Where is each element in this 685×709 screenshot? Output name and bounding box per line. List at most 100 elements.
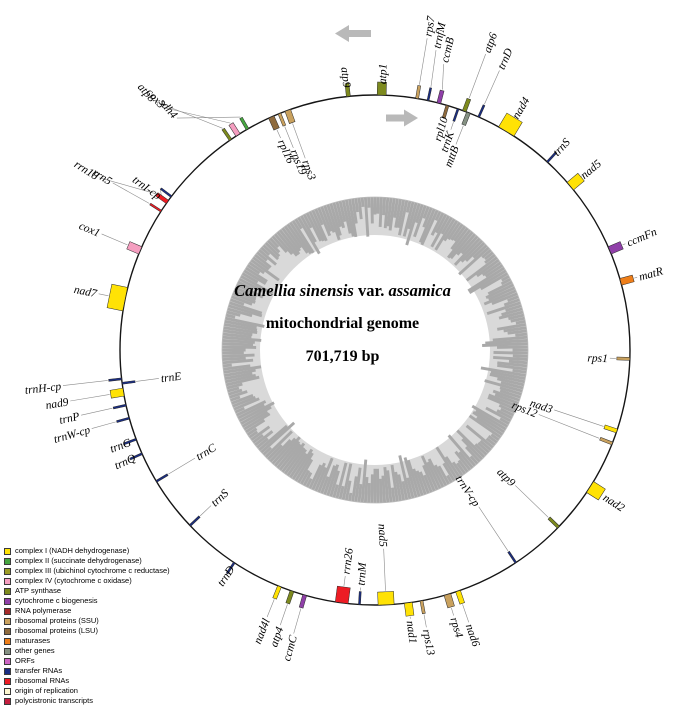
gene-block-nad1 <box>404 602 415 617</box>
gene-block-cox3 <box>228 122 241 137</box>
gene-label-ccmFn: ccmFn <box>625 226 659 249</box>
gene-leader-atp8 <box>154 101 223 129</box>
legend-item-ori: origin of replication <box>4 686 170 696</box>
gene-label-nad6: nad6 <box>463 623 482 649</box>
gene-label-rps1: rps1 <box>587 352 608 365</box>
gene-leader-rps7 <box>419 38 428 85</box>
gene-leader-nad3 <box>554 409 604 427</box>
gene-leader-rpl16 <box>276 129 281 139</box>
legend-label-ccm: cytochrome c biogenesis <box>15 596 98 605</box>
gene-block-trnfM <box>426 87 432 102</box>
legend-item-ssu: ribosomal proteins (SSU) <box>4 616 170 626</box>
genome-title-block: Camellia sinensis var. assamica mitochon… <box>0 281 685 366</box>
genome-type-label: mitochondrial genome <box>265 315 420 332</box>
gene-block-trnC <box>155 473 169 483</box>
gene-leader-atp4 <box>279 604 288 626</box>
gene-leader-trnD <box>484 70 500 105</box>
gene-leader-nad9 <box>70 394 110 402</box>
organism-name: Camellia sinensis var. assamica <box>0 281 685 301</box>
gene-block-trnW-cp <box>116 416 130 423</box>
gene-block-rps3 <box>284 109 296 124</box>
legend-swatch-cob <box>4 567 11 575</box>
gene-leader-trnfM <box>430 50 437 87</box>
legend-item-nad: complex I (NADH dehydrogenase) <box>4 546 170 556</box>
gene-label-atp4: atp4 <box>268 625 286 648</box>
gene-label-rrn26: rrn26 <box>341 547 356 575</box>
gene-label-nad2: nad2 <box>601 492 627 515</box>
legend: complex I (NADH dehydrogenase) complex II… <box>4 546 170 706</box>
gene-block-nad9 <box>109 387 125 399</box>
gene-block-rps7 <box>415 85 422 100</box>
legend-item-cox: complex IV (cytochrome c oxidase) <box>4 576 170 586</box>
variety-label: var. <box>353 281 389 300</box>
gene-block-trnK <box>452 108 460 122</box>
gene-label-trnS: trnS <box>209 487 231 509</box>
gene-block-nad5 <box>566 172 585 191</box>
gene-leader-cox1 <box>101 233 128 246</box>
gene-block-trnE <box>121 380 136 385</box>
legend-label-rpo: RNA polymerase <box>15 606 72 615</box>
species-name-part2: assamica <box>388 281 451 300</box>
gene-label-nad7: nad7 <box>73 284 99 301</box>
gene-label-trnE: trnE <box>160 371 182 386</box>
gene-label-atp9: atp9 <box>338 67 352 89</box>
gene-leader-trnC <box>168 457 196 475</box>
legend-item-rrna: ribosomal RNAs <box>4 676 170 686</box>
gene-leader-rrn18 <box>99 177 157 195</box>
legend-label-other: other genes <box>15 646 55 655</box>
gene-label-atp1: atp1 <box>377 64 390 85</box>
legend-label-lsu: ribosomal proteins (LSU) <box>15 626 98 635</box>
gene-leader-rps4 <box>451 607 454 616</box>
legend-item-poly: polycistronic transcripts <box>4 696 170 706</box>
gene-label-trnP: trnP <box>58 411 81 427</box>
gc-content-ring <box>221 196 529 504</box>
gene-label-nad4: nad4 <box>510 95 532 121</box>
gene-leader-ccmFn <box>622 243 626 246</box>
legend-item-lsu: ribosomal proteins (LSU) <box>4 626 170 636</box>
legend-swatch-orf <box>4 657 11 665</box>
gene-label-trnM: trnM <box>356 561 369 586</box>
legend-swatch-nad <box>4 547 11 555</box>
legend-item-other: other genes <box>4 646 170 656</box>
gene-block-cox1 <box>126 241 143 255</box>
gene-block-trnD <box>225 561 236 575</box>
gene-block-trnI-cp <box>160 187 173 198</box>
gene-block-rpl16 <box>268 115 280 131</box>
legend-label-cox: complex IV (cytochrome c oxidase) <box>15 576 132 585</box>
legend-swatch-rrna <box>4 677 11 685</box>
gene-label-trnV-cp: trnV-cp <box>453 474 482 510</box>
gene-block-trnG <box>123 438 137 446</box>
gene-block-rps1 <box>616 356 631 361</box>
legend-swatch-atp <box>4 587 11 595</box>
gene-leader-trnE <box>136 378 159 382</box>
gene-leader-trnS <box>199 505 212 517</box>
legend-swatch-other <box>4 647 11 655</box>
legend-swatch-poly <box>4 697 11 705</box>
gene-block-atp6 <box>462 97 472 113</box>
gene-leader-mttB <box>455 125 464 145</box>
gene-leader-trnH-cp <box>62 380 108 386</box>
gene-block-rps19 <box>277 112 287 127</box>
gene-label-trnfM: trnfM <box>432 20 449 49</box>
legend-item-ccm: cytochrome c biogenesis <box>4 596 170 606</box>
gene-block-atp8 <box>221 127 233 142</box>
legend-label-orf: ORFs <box>15 656 35 665</box>
legend-swatch-sdh <box>4 557 11 565</box>
legend-item-sdh: complex II (succinate dehydrogenase) <box>4 556 170 566</box>
gene-leader-atp9 <box>515 485 549 518</box>
gene-label-atp9: atp9 <box>494 466 517 489</box>
gene-block-trnD <box>477 104 486 118</box>
gene-block-rps12 <box>599 436 614 446</box>
gene-leader-rps3 <box>292 123 306 159</box>
gene-block-nad4 <box>498 112 523 137</box>
legend-label-nad: complex I (NADH dehydrogenase) <box>15 546 130 555</box>
gene-block-rpl10 <box>441 104 450 119</box>
gene-leader-trnV-cp <box>478 506 509 552</box>
gene-label-cox1: cox1 <box>77 220 102 240</box>
legend-label-ssu: ribosomal proteins (SSU) <box>15 616 99 625</box>
gene-block-ccmC <box>298 594 307 609</box>
legend-label-poly: polycistronic transcripts <box>15 696 93 705</box>
gene-block-mttB <box>461 111 471 126</box>
